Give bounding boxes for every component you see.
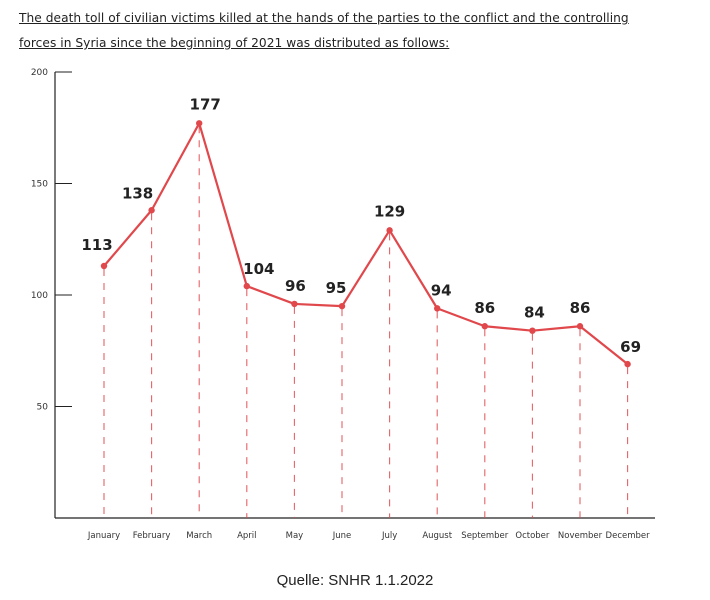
y-tick-label: 50 (37, 403, 49, 413)
chart-axes: 50 100 150 200 (31, 68, 655, 519)
source-note: Quelle: SNHR 1.1.2022 (276, 572, 434, 589)
chart-heading: The death toll of civilian victims kille… (19, 6, 703, 56)
data-point (196, 120, 203, 127)
heading-line-1: The death toll of civilian victims kille… (19, 11, 629, 25)
data-point (100, 262, 108, 270)
series-line (103, 122, 629, 365)
data-label: 94 (431, 281, 452, 299)
data-label: 69 (620, 338, 641, 356)
data-point (481, 323, 488, 330)
heading-line-2: forces in Syria since the beginning of 2… (19, 36, 450, 50)
data-point (291, 300, 298, 308)
y-tick-label: 100 (31, 291, 48, 301)
data-point (529, 327, 536, 334)
data-label: 104 (243, 260, 274, 278)
data-label: 138 (122, 184, 153, 202)
data-point (576, 323, 584, 330)
x-tick-label: October (515, 531, 550, 541)
x-tick-label: June (332, 531, 352, 541)
x-axis-labels: January February March April May June July Augu… (87, 531, 650, 541)
data-label: 113 (81, 236, 112, 254)
x-tick-label: March (186, 531, 212, 541)
data-point (243, 282, 250, 290)
y-tick-label: 200 (31, 68, 48, 78)
data-point (338, 302, 346, 310)
y-tick-label: 150 (31, 180, 48, 190)
data-series (100, 120, 631, 368)
data-label: 177 (190, 95, 221, 113)
x-tick-label: April (237, 531, 256, 541)
data-point (624, 360, 631, 368)
dashed-drop-lines (103, 126, 629, 518)
data-label: 95 (326, 279, 347, 297)
x-tick-label: November (558, 531, 603, 541)
data-point (386, 227, 393, 234)
data-label: 86 (474, 299, 495, 317)
x-tick-label: August (422, 531, 452, 541)
data-labels: 113 138 177 104 96 95 129 94 86 84 86 69 (81, 95, 641, 356)
data-label: 96 (285, 277, 306, 295)
x-tick-label: February (133, 531, 171, 541)
x-tick-label: January (87, 531, 120, 541)
x-tick-label: July (381, 531, 397, 541)
x-tick-label: September (461, 531, 508, 541)
data-label: 84 (524, 304, 545, 322)
data-point (148, 207, 155, 214)
data-label: 129 (374, 202, 405, 220)
x-tick-label: December (606, 531, 651, 541)
data-label: 86 (570, 299, 591, 317)
x-tick-label: May (286, 531, 304, 541)
data-point (434, 305, 441, 312)
